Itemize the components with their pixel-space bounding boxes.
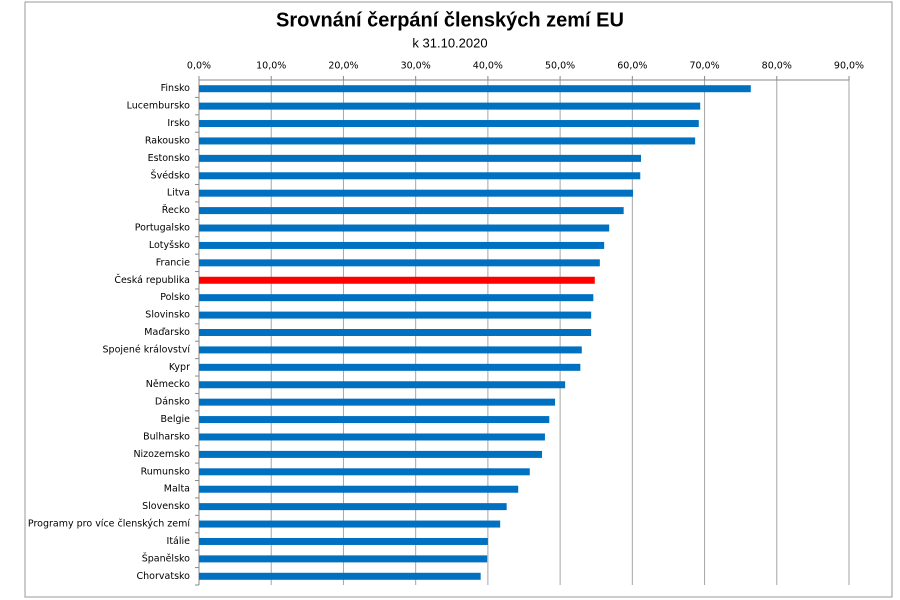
y-tick-label: Řecko	[162, 205, 190, 216]
y-tick-label: Programy pro více členských zemí	[28, 519, 190, 530]
y-tick-label: Kypr	[169, 362, 190, 373]
bar	[199, 485, 519, 493]
y-tick-label: Slovensko	[142, 501, 190, 512]
y-tick-label: Německo	[146, 379, 190, 390]
y-tick-label: Rumunsko	[141, 466, 191, 477]
y-tick-label: Švédsko	[151, 169, 191, 181]
x-tick-label: 20,0%	[328, 61, 358, 72]
y-tick-label: Španělsko	[142, 552, 190, 564]
x-tick-label: 90,0%	[834, 61, 864, 72]
y-tick-label: Malta	[164, 484, 190, 495]
y-tick-label: Bulharsko	[143, 431, 190, 442]
y-tick-label: Nizozemsko	[133, 449, 190, 460]
chart-frame	[24, 1, 893, 598]
bar	[199, 137, 696, 145]
bar	[199, 450, 543, 458]
bar	[199, 346, 582, 354]
bar	[199, 85, 751, 93]
bar	[199, 241, 605, 249]
y-tick-label: Polsko	[160, 292, 190, 303]
bar	[199, 572, 481, 580]
y-tick-label: Francie	[156, 257, 190, 268]
y-tick-label: Estonsko	[148, 153, 191, 164]
y-tick-label: Irsko	[167, 118, 190, 129]
bar	[199, 294, 594, 302]
y-tick-label: Belgie	[160, 414, 190, 425]
bar	[199, 503, 507, 511]
bar	[199, 189, 634, 197]
bar	[199, 207, 624, 215]
x-tick-label: 60,0%	[617, 61, 647, 72]
bar	[199, 520, 501, 528]
x-tick-label: 30,0%	[401, 61, 431, 72]
x-tick-label: 10,0%	[256, 61, 286, 72]
bar	[199, 172, 641, 180]
bar	[199, 537, 488, 545]
x-tick-label: 40,0%	[473, 61, 503, 72]
chart-subtitle: k 31.10.2020	[412, 35, 487, 50]
y-tick-label: Litva	[167, 188, 190, 199]
bar	[199, 398, 556, 406]
x-tick-label: 0,0%	[187, 61, 211, 72]
bar	[199, 224, 610, 232]
bar	[199, 311, 592, 319]
y-tick-label: Dánsko	[155, 397, 190, 408]
bar	[199, 555, 488, 563]
y-tick-label: Česká republika	[114, 274, 190, 286]
bar	[199, 363, 581, 371]
bar	[199, 416, 550, 424]
bar	[199, 381, 566, 389]
y-tick-label: Chorvatsko	[137, 571, 191, 582]
bar	[199, 259, 600, 267]
y-tick-label: Finsko	[161, 83, 191, 94]
x-tick-label: 50,0%	[545, 61, 575, 72]
y-tick-label: Portugalsko	[135, 223, 190, 234]
y-tick-label: Spojené království	[103, 344, 191, 355]
bar	[199, 433, 545, 441]
bar	[199, 468, 530, 476]
y-tick-label: Maďarsko	[144, 327, 190, 338]
bar	[199, 276, 595, 284]
chart-title: Srovnání čerpání členských zemí EU	[276, 9, 624, 31]
y-tick-label: Itálie	[167, 536, 191, 547]
x-tick-label: 80,0%	[762, 61, 792, 72]
y-tick-label: Lucembursko	[127, 101, 191, 112]
y-tick-label: Rakousko	[145, 135, 190, 146]
y-tick-label: Slovinsko	[145, 310, 190, 321]
bar	[199, 154, 641, 162]
bar	[199, 102, 701, 110]
x-tick-label: 70,0%	[689, 61, 719, 72]
bar	[199, 329, 592, 336]
bar	[199, 120, 699, 128]
y-tick-label: Lotyšsko	[149, 240, 190, 251]
